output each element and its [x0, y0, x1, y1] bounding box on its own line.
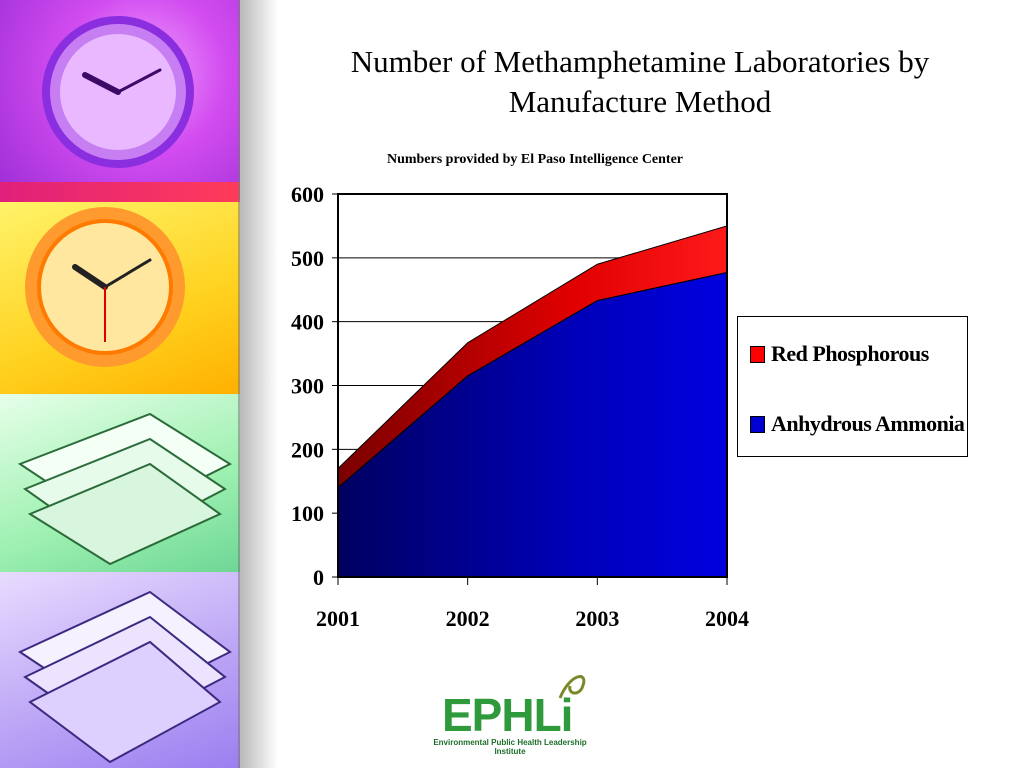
y-tick-label-300: 300 — [291, 374, 324, 399]
legend-label-anhydrous-ammonia: Anhydrous Ammonia — [771, 411, 965, 436]
legend-label-red-phosphorous: Red Phosphorous — [771, 341, 929, 366]
legend-swatch-red — [750, 345, 765, 363]
y-tick-label-600: 600 — [291, 182, 324, 207]
green-books-photo — [0, 394, 240, 572]
title-line-2: Manufacture Method — [508, 84, 772, 119]
ephli-logo: EPHLi Environmental Public Health Leader… — [420, 668, 600, 756]
chart-legend: Red Phosphorous Anhydrous Ammonia — [737, 316, 968, 457]
y-tick-label-200: 200 — [291, 437, 324, 462]
x-tick-label-2003: 2003 — [575, 606, 619, 631]
x-tick-label-2002: 2002 — [446, 606, 490, 631]
x-tick-label-2004: 2004 — [705, 606, 749, 631]
y-tick-label-0: 0 — [313, 565, 324, 590]
purple-books-photo — [0, 572, 240, 768]
y-tick-label-100: 100 — [291, 501, 324, 526]
logo-subtext: Environmental Public Health Leadership I… — [433, 738, 587, 756]
pink-band — [0, 182, 240, 202]
slide-title: Number of Methamphetamine Laboratories b… — [290, 42, 990, 122]
yellow-clock-photo — [0, 202, 240, 394]
logo-text: EPHLi — [442, 689, 573, 741]
y-tick-label-500: 500 — [291, 246, 324, 271]
strip-shadow — [238, 0, 278, 768]
x-tick-label-2001: 2001 — [316, 606, 360, 631]
y-tick-label-400: 400 — [291, 310, 324, 335]
legend-swatch-blue — [750, 415, 765, 433]
legend-item-anhydrous-ammonia: Anhydrous Ammonia — [750, 411, 965, 437]
purple-clock-photo — [0, 0, 240, 182]
decorative-photo-strip — [0, 0, 240, 768]
title-line-1: Number of Methamphetamine Laboratories b… — [350, 44, 930, 79]
legend-item-red-phosphorous: Red Phosphorous — [750, 341, 929, 367]
chart-subtitle: Numbers provided by El Paso Intelligence… — [386, 152, 684, 167]
